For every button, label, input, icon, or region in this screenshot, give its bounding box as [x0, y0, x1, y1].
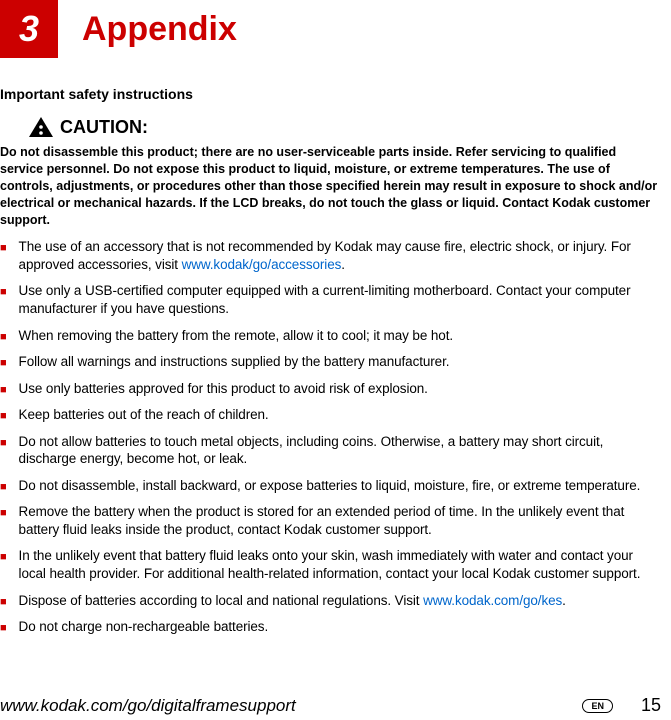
- list-item: ■ Do not charge non-rechargeable batterie…: [0, 618, 661, 636]
- safety-bullet-list: ■ The use of an accessory that is not rec…: [0, 238, 661, 635]
- bullet-text: Remove the battery when the product is s…: [19, 503, 661, 538]
- caution-label: CAUTION:: [60, 117, 148, 138]
- bullet-text: Use only batteries approved for this pro…: [19, 380, 661, 398]
- bullet-marker-icon: ■: [0, 480, 7, 494]
- list-item: ■ Dispose of batteries according to local…: [0, 592, 661, 610]
- bullet-text-pre: Use only batteries approved for this pro…: [19, 381, 428, 396]
- bullet-text: In the unlikely event that battery fluid…: [19, 547, 661, 582]
- footer-right: EN 15: [582, 695, 661, 716]
- list-item: ■ Do not allow batteries to touch metal o…: [0, 433, 661, 468]
- list-item: ■ When removing the battery from the remo…: [0, 327, 661, 345]
- bullet-marker-icon: ■: [0, 356, 7, 370]
- language-badge: EN: [582, 699, 613, 713]
- page-footer: www.kodak.com/go/digitalframesupport EN …: [0, 695, 661, 716]
- footer-url: www.kodak.com/go/digitalframesupport: [0, 696, 296, 716]
- bullet-text: The use of an accessory that is not reco…: [19, 238, 661, 273]
- bullet-text-pre: When removing the battery from the remot…: [19, 328, 453, 343]
- list-item: ■ Do not disassemble, install backward, o…: [0, 477, 661, 495]
- caution-text: Do not disassemble this product; there a…: [0, 144, 661, 228]
- list-item: ■ Follow all warnings and instructions su…: [0, 353, 661, 371]
- bullet-marker-icon: ■: [0, 621, 7, 635]
- bullet-marker-icon: ■: [0, 550, 7, 564]
- bullet-text: Dispose of batteries according to local …: [19, 592, 661, 610]
- bullet-marker-icon: ■: [0, 436, 7, 450]
- chapter-number-box: 3: [0, 0, 58, 58]
- bullet-marker-icon: ■: [0, 330, 7, 344]
- bullet-marker-icon: ■: [0, 383, 7, 397]
- safety-heading: Important safety instructions: [0, 86, 661, 102]
- bullet-text-pre: In the unlikely event that battery fluid…: [19, 548, 641, 581]
- bullet-marker-icon: ■: [0, 506, 7, 520]
- chapter-number: 3: [19, 8, 39, 50]
- bullet-text-pre: Do not disassemble, install backward, or…: [19, 478, 641, 493]
- bullet-text: Do not allow batteries to touch metal ob…: [19, 433, 661, 468]
- bullet-text: Do not charge non-rechargeable batteries…: [19, 618, 661, 636]
- bullet-text-pre: Keep batteries out of the reach of child…: [19, 407, 269, 422]
- chapter-title: Appendix: [82, 10, 237, 49]
- bullet-text: Follow all warnings and instructions sup…: [19, 353, 661, 371]
- bullet-text-post: .: [341, 257, 345, 272]
- inline-link[interactable]: www.kodak/go/accessories: [182, 257, 342, 272]
- bullet-marker-icon: ■: [0, 595, 7, 609]
- bullet-text: Use only a USB-certified computer equipp…: [19, 282, 661, 317]
- bullet-text: Keep batteries out of the reach of child…: [19, 406, 661, 424]
- bullet-text-pre: Dispose of batteries according to local …: [19, 593, 424, 608]
- chapter-header: 3 Appendix: [0, 0, 671, 58]
- list-item: ■ Use only a USB-certified computer equip…: [0, 282, 661, 317]
- bullet-text: Do not disassemble, install backward, or…: [19, 477, 661, 495]
- bullet-text-pre: Do not allow batteries to touch metal ob…: [19, 434, 604, 467]
- bullet-marker-icon: ■: [0, 241, 7, 255]
- bullet-text-post: .: [562, 593, 566, 608]
- list-item: ■ Use only batteries approved for this pr…: [0, 380, 661, 398]
- list-item: ■ Keep batteries out of the reach of chil…: [0, 406, 661, 424]
- caution-row: CAUTION:: [0, 116, 661, 138]
- bullet-text-pre: Use only a USB-certified computer equipp…: [19, 283, 631, 316]
- bullet-text: When removing the battery from the remot…: [19, 327, 661, 345]
- page-number: 15: [641, 695, 661, 716]
- bullet-text-pre: Follow all warnings and instructions sup…: [19, 354, 450, 369]
- list-item: ■ In the unlikely event that battery flui…: [0, 547, 661, 582]
- list-item: ■ Remove the battery when the product is …: [0, 503, 661, 538]
- content-area: Important safety instructions CAUTION: D…: [0, 86, 671, 636]
- warning-icon: [28, 116, 54, 138]
- bullet-text-pre: Do not charge non-rechargeable batteries…: [19, 619, 269, 634]
- list-item: ■ The use of an accessory that is not rec…: [0, 238, 661, 273]
- inline-link[interactable]: www.kodak.com/go/kes: [423, 593, 562, 608]
- bullet-marker-icon: ■: [0, 409, 7, 423]
- bullet-marker-icon: ■: [0, 285, 7, 299]
- bullet-text-pre: Remove the battery when the product is s…: [19, 504, 625, 537]
